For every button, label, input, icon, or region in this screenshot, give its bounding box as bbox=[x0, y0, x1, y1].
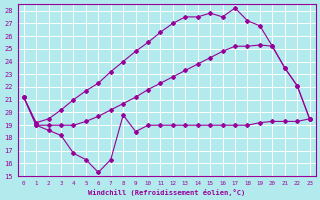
X-axis label: Windchill (Refroidissement éolien,°C): Windchill (Refroidissement éolien,°C) bbox=[88, 189, 245, 196]
